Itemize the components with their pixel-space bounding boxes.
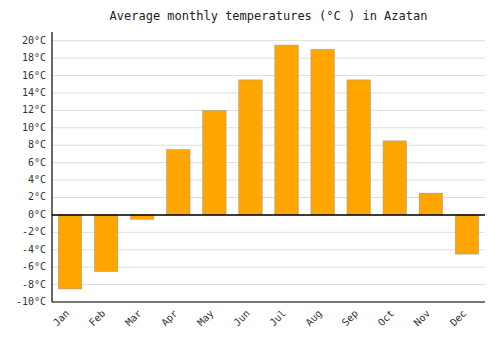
title: Average monthly temperatures (°C ) in Az… <box>110 9 428 23</box>
grid-line <box>52 302 485 303</box>
grid-line <box>52 110 485 111</box>
grid-line <box>52 145 485 146</box>
bar <box>94 215 117 272</box>
bars <box>58 45 478 289</box>
x-tick-label: Apr <box>159 308 180 329</box>
grid-line <box>52 92 485 93</box>
x-tick-label: Jul <box>267 308 288 329</box>
bar <box>419 193 442 215</box>
grid-line <box>52 75 485 76</box>
x-tick-label: Jun <box>231 308 252 329</box>
chart: Average monthly temperatures (°C ) in Az… <box>0 0 500 350</box>
x-tick-label: Oct <box>376 308 397 329</box>
background <box>0 0 500 350</box>
y-tick-label: -4°C <box>22 244 46 255</box>
x-tick-label: Dec <box>448 308 469 329</box>
x-tick-label: Feb <box>87 308 108 329</box>
grid-line <box>52 180 485 181</box>
bar <box>311 49 334 214</box>
y-tick-label: -2°C <box>22 226 46 237</box>
y-tick-label: 0°C <box>28 209 46 220</box>
bar <box>58 215 81 289</box>
y-tick-label: 8°C <box>28 139 46 150</box>
grid-line <box>52 58 485 59</box>
x-tick-label: Nov <box>412 308 433 329</box>
y-tick-label: 16°C <box>22 70 46 81</box>
y-tick-label: 4°C <box>28 174 46 185</box>
y-tick-label: -10°C <box>16 296 46 307</box>
grid-line <box>52 40 485 41</box>
y-tick-label: 12°C <box>22 104 46 115</box>
grid-line <box>52 162 485 163</box>
x-tick-label: Sep <box>340 308 361 329</box>
x-tick-label: Aug <box>303 308 324 329</box>
grid-line <box>52 127 485 128</box>
bar <box>383 141 406 215</box>
y-tick-label: 14°C <box>22 87 46 98</box>
y-tick-label: 6°C <box>28 157 46 168</box>
y-tick-label: 2°C <box>28 191 46 202</box>
grid-line <box>52 284 485 285</box>
bar <box>347 80 370 215</box>
bar <box>167 150 190 215</box>
bar <box>239 80 262 215</box>
y-axis-line <box>51 32 52 302</box>
y-tick-label: 18°C <box>22 52 46 63</box>
zero-line <box>52 214 485 216</box>
x-tick-label: May <box>195 308 216 329</box>
bar <box>203 110 226 215</box>
y-tick-label: -6°C <box>22 261 46 272</box>
x-tick-label: Jan <box>51 308 72 329</box>
x-axis-line <box>52 301 485 302</box>
grid-line <box>52 214 485 215</box>
y-tick-label: 10°C <box>22 122 46 133</box>
y-tick-label: 20°C <box>22 35 46 46</box>
y-grid <box>52 41 485 302</box>
x-tick-label: Mar <box>123 308 144 329</box>
bar <box>455 215 478 254</box>
y-tick-label: -8°C <box>22 279 46 290</box>
bar <box>275 45 298 215</box>
